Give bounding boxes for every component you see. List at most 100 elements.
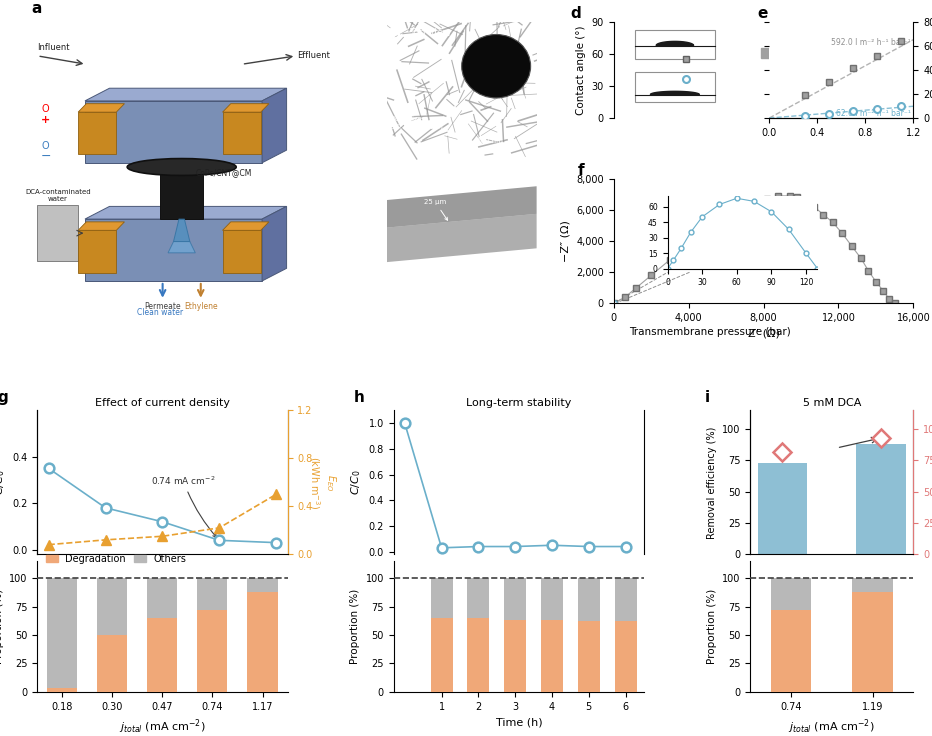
Polygon shape	[223, 222, 268, 230]
Text: Effluent: Effluent	[297, 52, 330, 60]
Bar	[198, 610, 227, 692]
Polygon shape	[262, 206, 286, 281]
Text: Clean water: Clean water	[137, 308, 183, 316]
Text: e: e	[758, 6, 768, 21]
Circle shape	[461, 35, 530, 98]
Bar	[147, 578, 177, 618]
Y-axis label: Removal efficiency (%): Removal efficiency (%)	[706, 426, 717, 539]
Bar	[857, 445, 906, 554]
Bar	[614, 621, 637, 692]
Text: 62.6 l m⁻² h⁻¹ bar⁻¹: 62.6 l m⁻² h⁻¹ bar⁻¹	[836, 109, 911, 118]
Y-axis label: Proportion (%): Proportion (%)	[0, 589, 4, 664]
Y-axis label: $E_{EO}$
(kWh m$^{-3}$): $E_{EO}$ (kWh m$^{-3}$)	[307, 456, 337, 509]
Bar	[852, 592, 893, 692]
Polygon shape	[85, 88, 286, 101]
Text: 0.74 mA cm$^{-2}$: 0.74 mA cm$^{-2}$	[151, 474, 216, 537]
Bar	[758, 463, 807, 554]
Text: +: +	[41, 116, 50, 125]
Text: Permeate: Permeate	[144, 302, 181, 311]
Bar	[198, 578, 227, 610]
Text: CoPc/CNT@CM: CoPc/CNT@CM	[196, 169, 252, 177]
Text: Top view: Top view	[409, 27, 451, 38]
Bar	[636, 29, 715, 60]
Bar	[248, 592, 278, 692]
Polygon shape	[262, 88, 286, 163]
Legend: CoPc/CNT@CM, CM substrate: CoPc/CNT@CM, CM substrate	[637, 44, 855, 63]
Text: g: g	[0, 390, 8, 405]
Text: Pore size:
15.1 nm (avg.): Pore size: 15.1 nm (avg.)	[391, 116, 443, 130]
Bar	[614, 578, 637, 621]
Text: b: b	[391, 27, 401, 42]
Polygon shape	[168, 241, 196, 253]
Text: i: i	[705, 390, 709, 405]
Text: −: −	[40, 150, 50, 163]
Polygon shape	[656, 41, 693, 46]
Text: O: O	[42, 141, 49, 151]
Legend: Degradation, Others: Degradation, Others	[42, 551, 190, 568]
Polygon shape	[78, 222, 125, 230]
Y-axis label: $C/C_0$: $C/C_0$	[350, 470, 363, 495]
Bar	[147, 618, 177, 692]
Bar	[248, 578, 278, 592]
X-axis label: Time (h): Time (h)	[496, 717, 542, 727]
Polygon shape	[651, 91, 699, 95]
Polygon shape	[223, 104, 268, 112]
Bar	[431, 578, 453, 618]
Bar	[852, 578, 893, 592]
Polygon shape	[78, 112, 116, 155]
Bar	[467, 578, 489, 618]
Bar	[504, 620, 527, 692]
Bar	[97, 635, 128, 692]
X-axis label: $j_{total}$ (mA cm$^{-2}$): $j_{total}$ (mA cm$^{-2}$)	[119, 717, 206, 736]
Bar	[541, 578, 563, 620]
Bar	[431, 618, 453, 692]
X-axis label: Z’ (Ω): Z’ (Ω)	[747, 329, 779, 339]
Polygon shape	[387, 214, 537, 262]
Bar	[97, 578, 128, 635]
Bar	[771, 578, 812, 610]
Text: 592.0 l m⁻² h⁻¹ bar⁻¹: 592.0 l m⁻² h⁻¹ bar⁻¹	[831, 38, 911, 47]
Text: O: O	[42, 104, 49, 114]
Polygon shape	[160, 171, 203, 219]
Text: Transmembrane pressure (bar): Transmembrane pressure (bar)	[629, 327, 791, 337]
Text: c: c	[391, 171, 400, 185]
Bar	[578, 578, 600, 621]
Text: Cross section: Cross section	[409, 171, 474, 181]
Bar	[48, 688, 77, 692]
Y-axis label: −Z″ (Ω): −Z″ (Ω)	[561, 220, 570, 262]
Bar	[636, 72, 715, 102]
Ellipse shape	[127, 158, 236, 175]
Title: Effect of current density: Effect of current density	[95, 398, 230, 408]
Text: 50 μm: 50 μm	[475, 282, 498, 288]
Bar	[37, 205, 78, 261]
Bar	[504, 578, 527, 620]
Text: h: h	[353, 390, 364, 405]
Text: Influent: Influent	[37, 43, 70, 52]
Bar	[771, 610, 812, 692]
Polygon shape	[78, 104, 125, 112]
Bar	[541, 620, 563, 692]
Text: 25 μm: 25 μm	[424, 199, 447, 220]
Y-axis label: Contact angle (°): Contact angle (°)	[576, 25, 586, 115]
Polygon shape	[85, 101, 262, 163]
Polygon shape	[85, 206, 286, 219]
Polygon shape	[387, 186, 537, 227]
Title: 5 mM DCA: 5 mM DCA	[802, 398, 861, 408]
Polygon shape	[78, 230, 116, 272]
Y-axis label: Proportion (%): Proportion (%)	[706, 589, 717, 664]
Y-axis label: Proportion (%): Proportion (%)	[350, 589, 360, 664]
X-axis label: $j_{total}$ (mA cm$^{-2}$): $j_{total}$ (mA cm$^{-2}$)	[788, 717, 875, 736]
Bar	[467, 618, 489, 692]
Polygon shape	[223, 112, 261, 155]
Text: f: f	[578, 163, 584, 178]
Bar	[578, 621, 600, 692]
Polygon shape	[223, 230, 261, 272]
Polygon shape	[85, 219, 262, 281]
Y-axis label: $C/C_0$: $C/C_0$	[0, 470, 7, 495]
Text: 200 nm: 200 nm	[476, 138, 503, 144]
Polygon shape	[173, 219, 190, 241]
Bar	[48, 578, 77, 688]
Text: d: d	[570, 6, 582, 21]
Text: a: a	[32, 1, 42, 16]
Text: DCA-contaminated
water: DCA-contaminated water	[25, 188, 90, 202]
